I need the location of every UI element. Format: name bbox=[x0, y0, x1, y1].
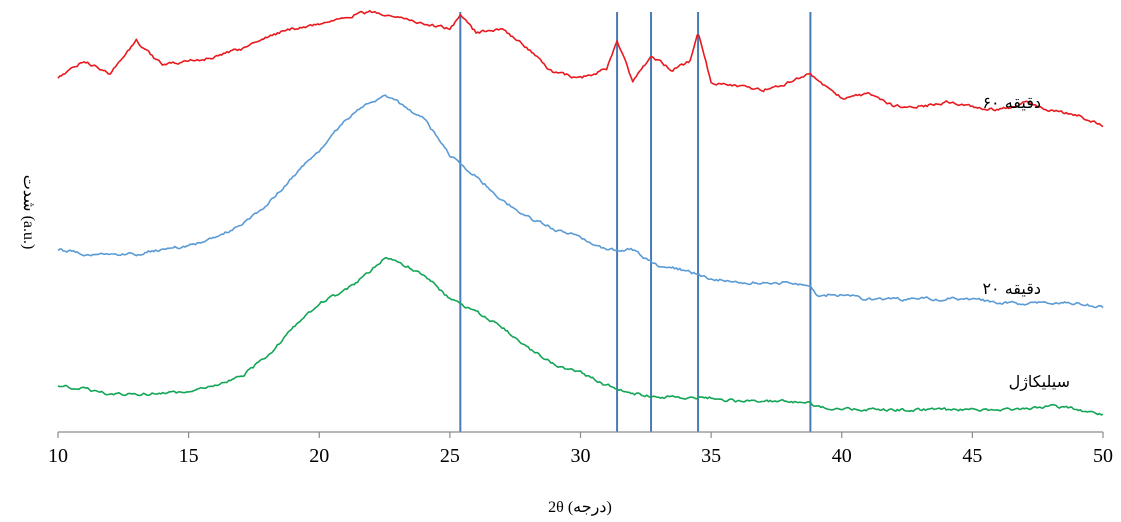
series-label-silica-gel: سیلیکاژل bbox=[1009, 372, 1070, 392]
series-line-1 bbox=[57, 94, 1104, 309]
reference-lines bbox=[459, 12, 812, 432]
x-tick-label-15: 15 bbox=[179, 445, 199, 467]
x-tick-label-30: 30 bbox=[571, 445, 591, 467]
x-axis-title: 2θ (درجه) bbox=[548, 499, 612, 516]
series-label-60min: ۶۰ دقیقه bbox=[982, 93, 1041, 112]
x-tick-label-25: 25 bbox=[440, 445, 460, 467]
x-tick-label-35: 35 bbox=[701, 445, 721, 467]
x-tick-label-40: 40 bbox=[832, 445, 852, 467]
x-tick-label-20: 20 bbox=[309, 445, 329, 467]
x-tick-label-45: 45 bbox=[962, 445, 982, 467]
x-tick-label-50: 50 bbox=[1093, 445, 1113, 467]
y-axis-title: شدت (a.u.) bbox=[20, 175, 37, 250]
series-layer bbox=[57, 10, 1104, 416]
x-tick-labels: 10 15 20 25 30 35 40 45 50 bbox=[48, 432, 1113, 467]
series-line-2 bbox=[57, 256, 1104, 416]
series-labels: ۶۰ دقیقه ۲۰ دقیقه سیلیکاژل bbox=[982, 93, 1070, 392]
series-line-0 bbox=[57, 10, 1104, 128]
series-label-20min: ۲۰ دقیقه bbox=[982, 279, 1041, 298]
x-tick-label-10: 10 bbox=[48, 445, 68, 467]
